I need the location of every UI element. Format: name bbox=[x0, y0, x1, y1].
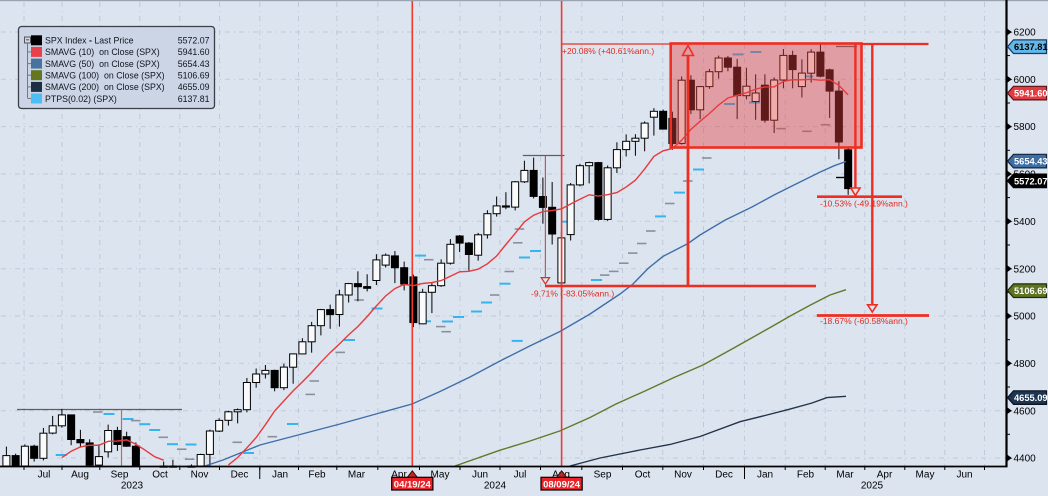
svg-text:Jan: Jan bbox=[272, 470, 288, 481]
svg-text:2024: 2024 bbox=[484, 481, 507, 492]
svg-text:5941.60: 5941.60 bbox=[178, 47, 210, 57]
svg-text:4800: 4800 bbox=[1014, 359, 1037, 370]
svg-text:5941.60: 5941.60 bbox=[1014, 89, 1048, 99]
svg-text:Feb: Feb bbox=[797, 470, 815, 481]
svg-text:5200: 5200 bbox=[1014, 264, 1037, 275]
svg-text:SMAVG (100) on Close (SPX): SMAVG (100) on Close (SPX) bbox=[45, 71, 165, 81]
svg-text:08/09/24: 08/09/24 bbox=[543, 480, 581, 491]
svg-text:Jun: Jun bbox=[472, 470, 488, 481]
svg-text:2023: 2023 bbox=[121, 481, 144, 492]
svg-text:Dec: Dec bbox=[715, 470, 733, 481]
svg-text:Apr: Apr bbox=[391, 470, 407, 481]
svg-text:-18.67% (-60.58%ann.): -18.67% (-60.58%ann.) bbox=[820, 316, 908, 326]
svg-text:Dec: Dec bbox=[231, 470, 249, 481]
svg-text:5400: 5400 bbox=[1014, 217, 1037, 228]
svg-text:+20.08% (+40.61%ann.): +20.08% (+40.61%ann.) bbox=[562, 46, 654, 56]
svg-text:5572.07: 5572.07 bbox=[178, 36, 210, 46]
svg-text:5106.69: 5106.69 bbox=[1014, 286, 1048, 296]
svg-text:Nov: Nov bbox=[191, 470, 209, 481]
svg-text:4600: 4600 bbox=[1014, 406, 1037, 417]
svg-text:4400: 4400 bbox=[1014, 454, 1037, 465]
svg-text:May: May bbox=[916, 470, 935, 481]
svg-text:Oct: Oct bbox=[152, 470, 168, 481]
svg-text:6137.81: 6137.81 bbox=[1014, 42, 1048, 52]
svg-text:2025: 2025 bbox=[861, 481, 884, 492]
svg-text:5800: 5800 bbox=[1014, 122, 1037, 133]
svg-text:Sep: Sep bbox=[594, 470, 612, 481]
svg-text:Aug: Aug bbox=[71, 470, 89, 481]
svg-text:5000: 5000 bbox=[1014, 312, 1037, 323]
svg-text:Apr: Apr bbox=[877, 470, 893, 481]
svg-text:SMAVG (10) on Close (SPX): SMAVG (10) on Close (SPX) bbox=[45, 47, 160, 57]
svg-text:Feb: Feb bbox=[308, 470, 326, 481]
svg-text:Mar: Mar bbox=[348, 470, 366, 481]
svg-text:Oct: Oct bbox=[635, 470, 651, 481]
svg-text:PTPS(0.02) (SPX): PTPS(0.02) (SPX) bbox=[45, 94, 117, 104]
svg-text:6000: 6000 bbox=[1014, 75, 1037, 86]
svg-text:-10.53% (-49.19%ann.): -10.53% (-49.19%ann.) bbox=[820, 199, 908, 209]
svg-text:5654.43: 5654.43 bbox=[1014, 157, 1048, 167]
svg-text:Jun: Jun bbox=[956, 470, 972, 481]
svg-text:04/19/24: 04/19/24 bbox=[394, 480, 432, 491]
svg-text:-9.71% (-83.05%ann.): -9.71% (-83.05%ann.) bbox=[531, 289, 614, 299]
svg-text:Jul: Jul bbox=[38, 470, 51, 481]
svg-text:May: May bbox=[431, 470, 450, 481]
svg-text:SPX Index - Last Price: SPX Index - Last Price bbox=[45, 36, 134, 46]
svg-text:Jan: Jan bbox=[757, 470, 773, 481]
svg-text:5654.43: 5654.43 bbox=[178, 59, 210, 69]
svg-text:6200: 6200 bbox=[1014, 28, 1037, 39]
svg-text:Sep: Sep bbox=[111, 470, 129, 481]
svg-text:4655.09: 4655.09 bbox=[1014, 393, 1048, 403]
svg-text:SMAVG (200) on Close (SPX): SMAVG (200) on Close (SPX) bbox=[45, 82, 165, 92]
svg-text:Nov: Nov bbox=[674, 470, 692, 481]
svg-text:6137.81: 6137.81 bbox=[178, 94, 210, 104]
svg-text:5106.69: 5106.69 bbox=[178, 71, 210, 81]
svg-text:4655.09: 4655.09 bbox=[178, 82, 210, 92]
svg-text:Jul: Jul bbox=[514, 470, 527, 481]
svg-text:Mar: Mar bbox=[836, 470, 854, 481]
svg-text:5572.07: 5572.07 bbox=[1014, 176, 1048, 186]
svg-text:SMAVG (50) on Close (SPX): SMAVG (50) on Close (SPX) bbox=[45, 59, 160, 69]
